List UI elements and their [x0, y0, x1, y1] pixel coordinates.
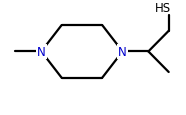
Text: HS: HS: [155, 2, 171, 15]
Text: N: N: [118, 46, 127, 58]
Text: N: N: [37, 46, 46, 58]
